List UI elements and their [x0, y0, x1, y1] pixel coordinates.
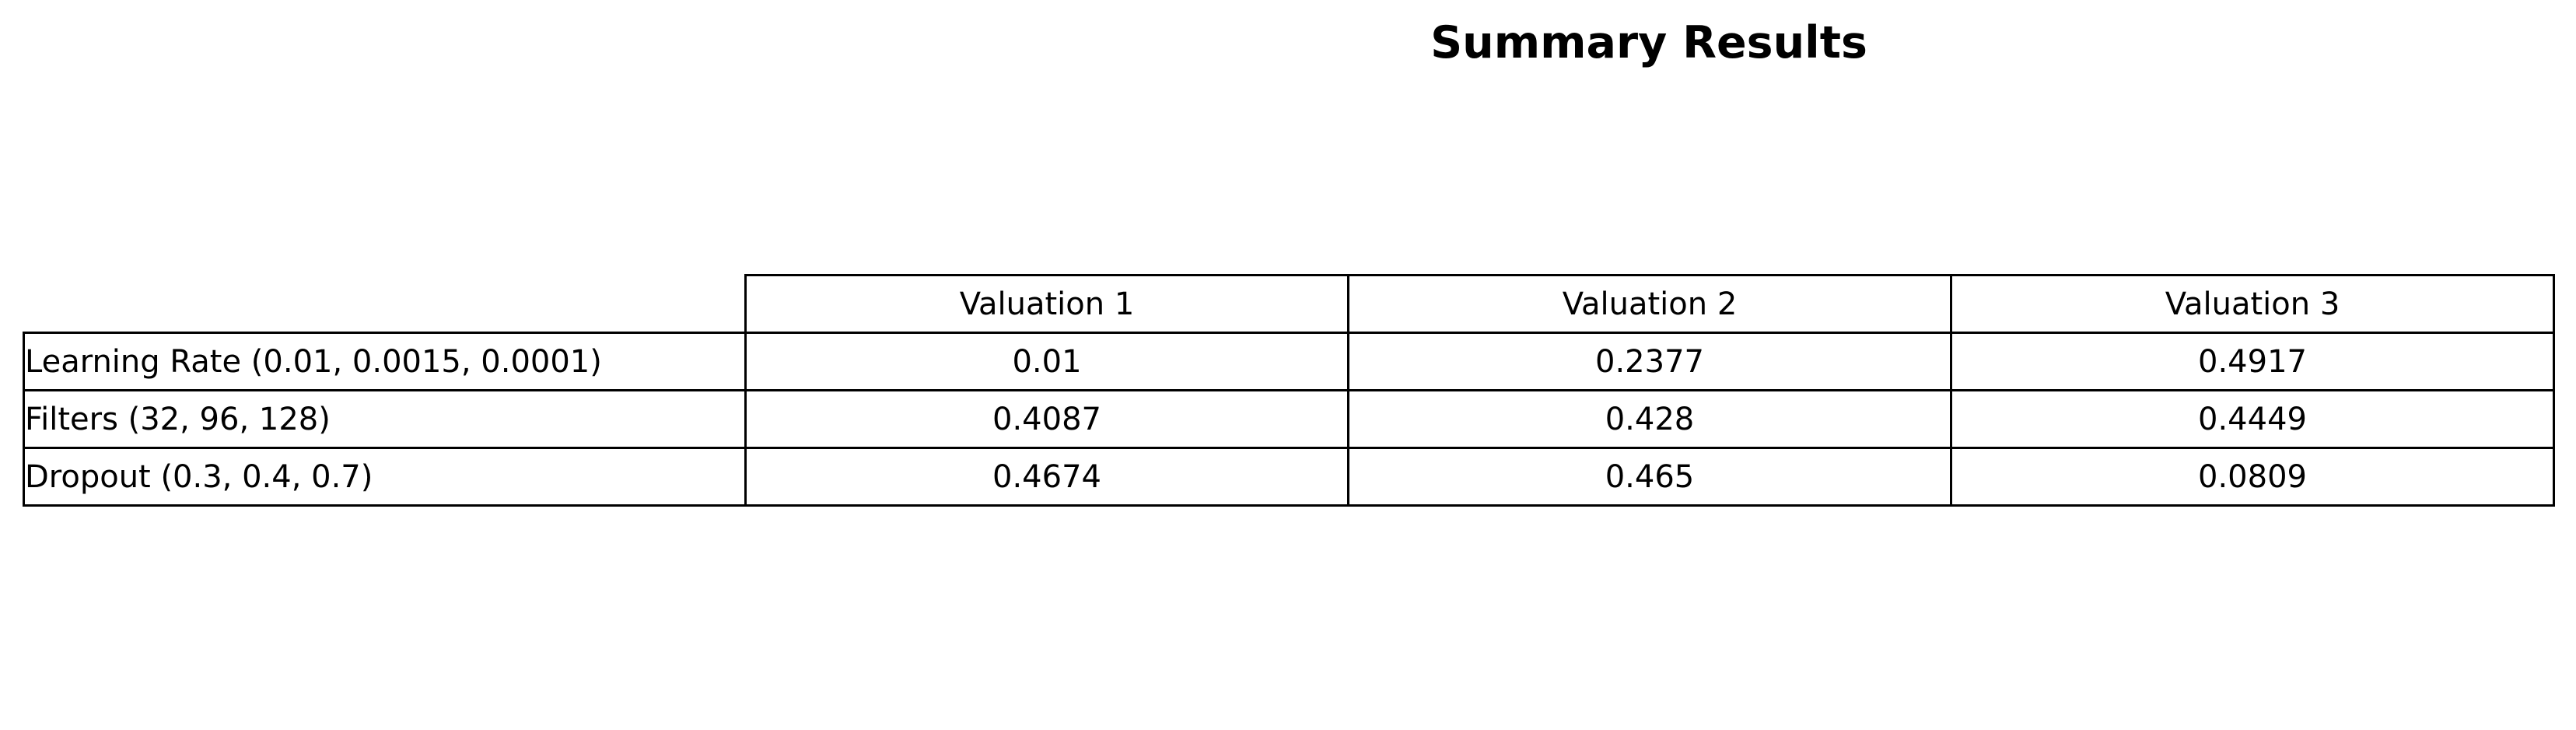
table-cell: 0.01 [744, 332, 1349, 391]
table-row: Filters (32, 96, 128) 0.4087 0.428 0.444… [23, 389, 2555, 449]
column-header: Valuation 1 [744, 274, 1349, 334]
table-cell: 0.4449 [1950, 389, 2555, 449]
table-cell: 0.4087 [744, 389, 1349, 449]
table-cell: 0.465 [1347, 447, 1952, 507]
chart-title: Summary Results [1430, 17, 1867, 68]
table-row: Learning Rate (0.01, 0.0015, 0.0001) 0.0… [23, 332, 2555, 391]
table-cell: 0.0809 [1950, 447, 2555, 507]
row-header: Learning Rate (0.01, 0.0015, 0.0001) [23, 332, 747, 391]
table-cell: 0.4917 [1950, 332, 2555, 391]
table-row: Dropout (0.3, 0.4, 0.7) 0.4674 0.465 0.0… [23, 447, 2555, 507]
table-cell: 0.2377 [1347, 332, 1952, 391]
table-header-row: Valuation 1 Valuation 2 Valuation 3 [23, 274, 2555, 334]
table-corner-cell [23, 275, 747, 334]
row-header: Filters (32, 96, 128) [23, 389, 747, 449]
column-header: Valuation 2 [1347, 274, 1952, 334]
column-header: Valuation 3 [1950, 274, 2555, 334]
row-header: Dropout (0.3, 0.4, 0.7) [23, 447, 747, 507]
table-cell: 0.4674 [744, 447, 1349, 507]
table-cell: 0.428 [1347, 389, 1952, 449]
summary-table: Valuation 1 Valuation 2 Valuation 3 Lear… [23, 274, 2555, 507]
